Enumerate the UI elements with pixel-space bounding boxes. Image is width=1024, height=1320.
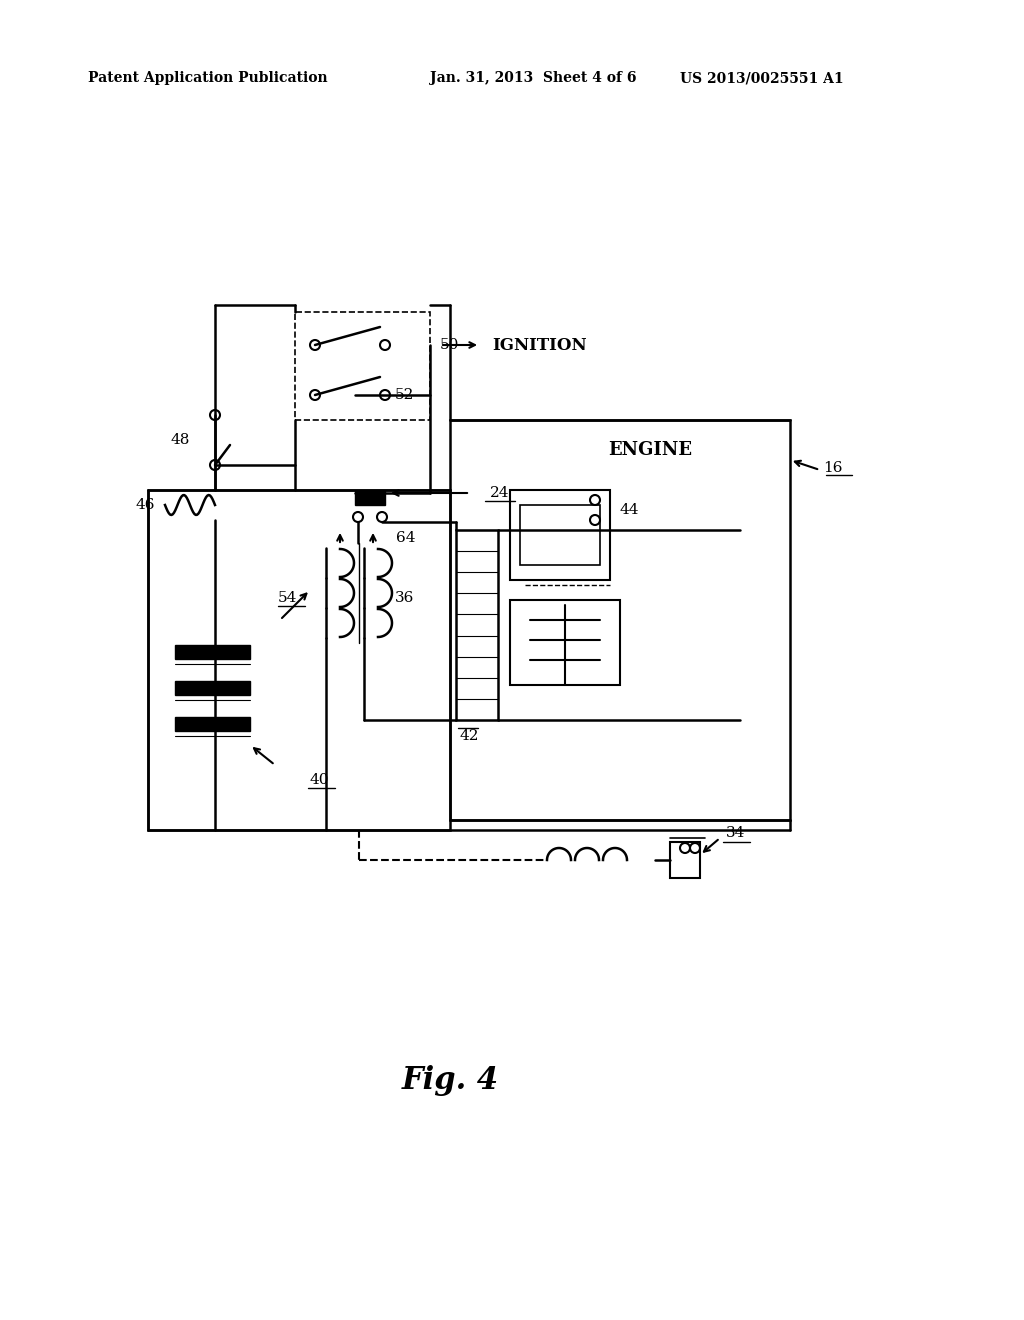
Bar (175, 717, 250, 731)
Bar (510, 490, 610, 579)
Bar (148, 490, 450, 830)
Text: IGNITION: IGNITION (492, 337, 587, 354)
Text: 34: 34 (726, 826, 745, 840)
Text: 54: 54 (278, 591, 297, 605)
Text: 52: 52 (395, 388, 415, 403)
Text: 16: 16 (823, 461, 843, 475)
Text: 64: 64 (396, 531, 416, 545)
Text: Fig. 4: Fig. 4 (401, 1064, 499, 1096)
Bar (456, 531, 498, 719)
Bar (520, 506, 600, 565)
Text: US 2013/0025551 A1: US 2013/0025551 A1 (680, 71, 844, 84)
Text: 40: 40 (310, 774, 330, 787)
Bar (510, 601, 620, 685)
Text: 24: 24 (490, 486, 510, 500)
Text: 48: 48 (171, 433, 190, 447)
Bar (175, 681, 250, 696)
Bar (175, 645, 250, 659)
Text: 44: 44 (620, 503, 640, 517)
Bar (355, 491, 385, 506)
Text: 42: 42 (459, 729, 478, 743)
Bar (450, 420, 790, 820)
Text: 36: 36 (395, 591, 415, 605)
Text: 46: 46 (135, 498, 155, 512)
Text: 50: 50 (440, 338, 460, 352)
Bar (670, 842, 700, 878)
Bar (295, 312, 430, 420)
Text: ENGINE: ENGINE (608, 441, 692, 459)
Text: Jan. 31, 2013  Sheet 4 of 6: Jan. 31, 2013 Sheet 4 of 6 (430, 71, 637, 84)
Text: Patent Application Publication: Patent Application Publication (88, 71, 328, 84)
